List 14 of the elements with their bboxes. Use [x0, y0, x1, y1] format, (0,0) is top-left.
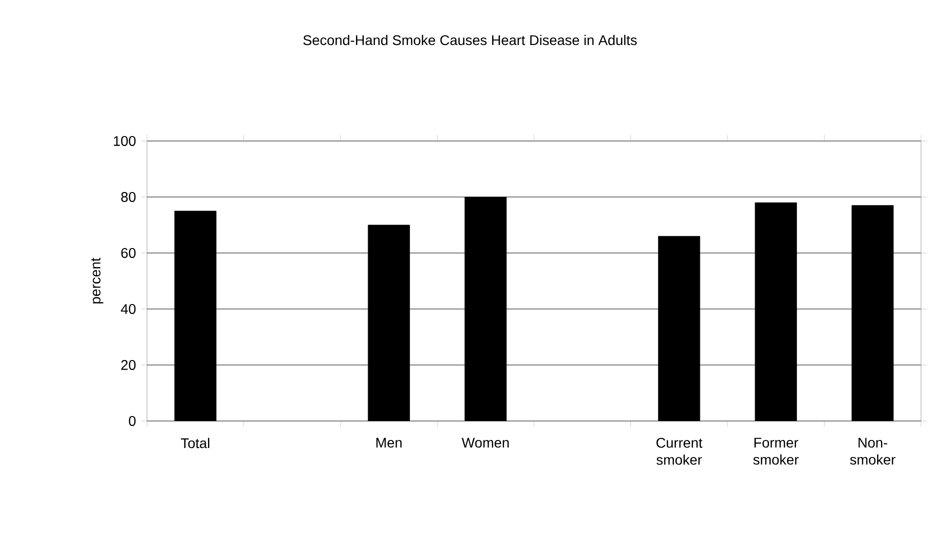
y-tick-label: 60: [121, 248, 136, 258]
x-tick-label: Non-smoker: [850, 438, 896, 465]
x-tick-label: Women: [462, 438, 509, 448]
x-tick-label: Total: [180, 438, 210, 448]
y-tick-label: 100: [114, 136, 136, 146]
y-tick-label: 0: [128, 416, 136, 426]
chart-title: Second-Hand Smoke Causes Heart Disease in Adults: [303, 34, 637, 46]
x-tick-label: Former smoker: [753, 438, 799, 465]
y-tick-label: 20: [121, 360, 136, 370]
y-axis-title: percent: [91, 258, 104, 304]
x-tick-label: Current smoker: [656, 438, 702, 465]
x-tick-label: Men: [376, 438, 402, 448]
y-tick-label: 80: [121, 192, 136, 202]
y-tick-label: 40: [120, 304, 136, 314]
